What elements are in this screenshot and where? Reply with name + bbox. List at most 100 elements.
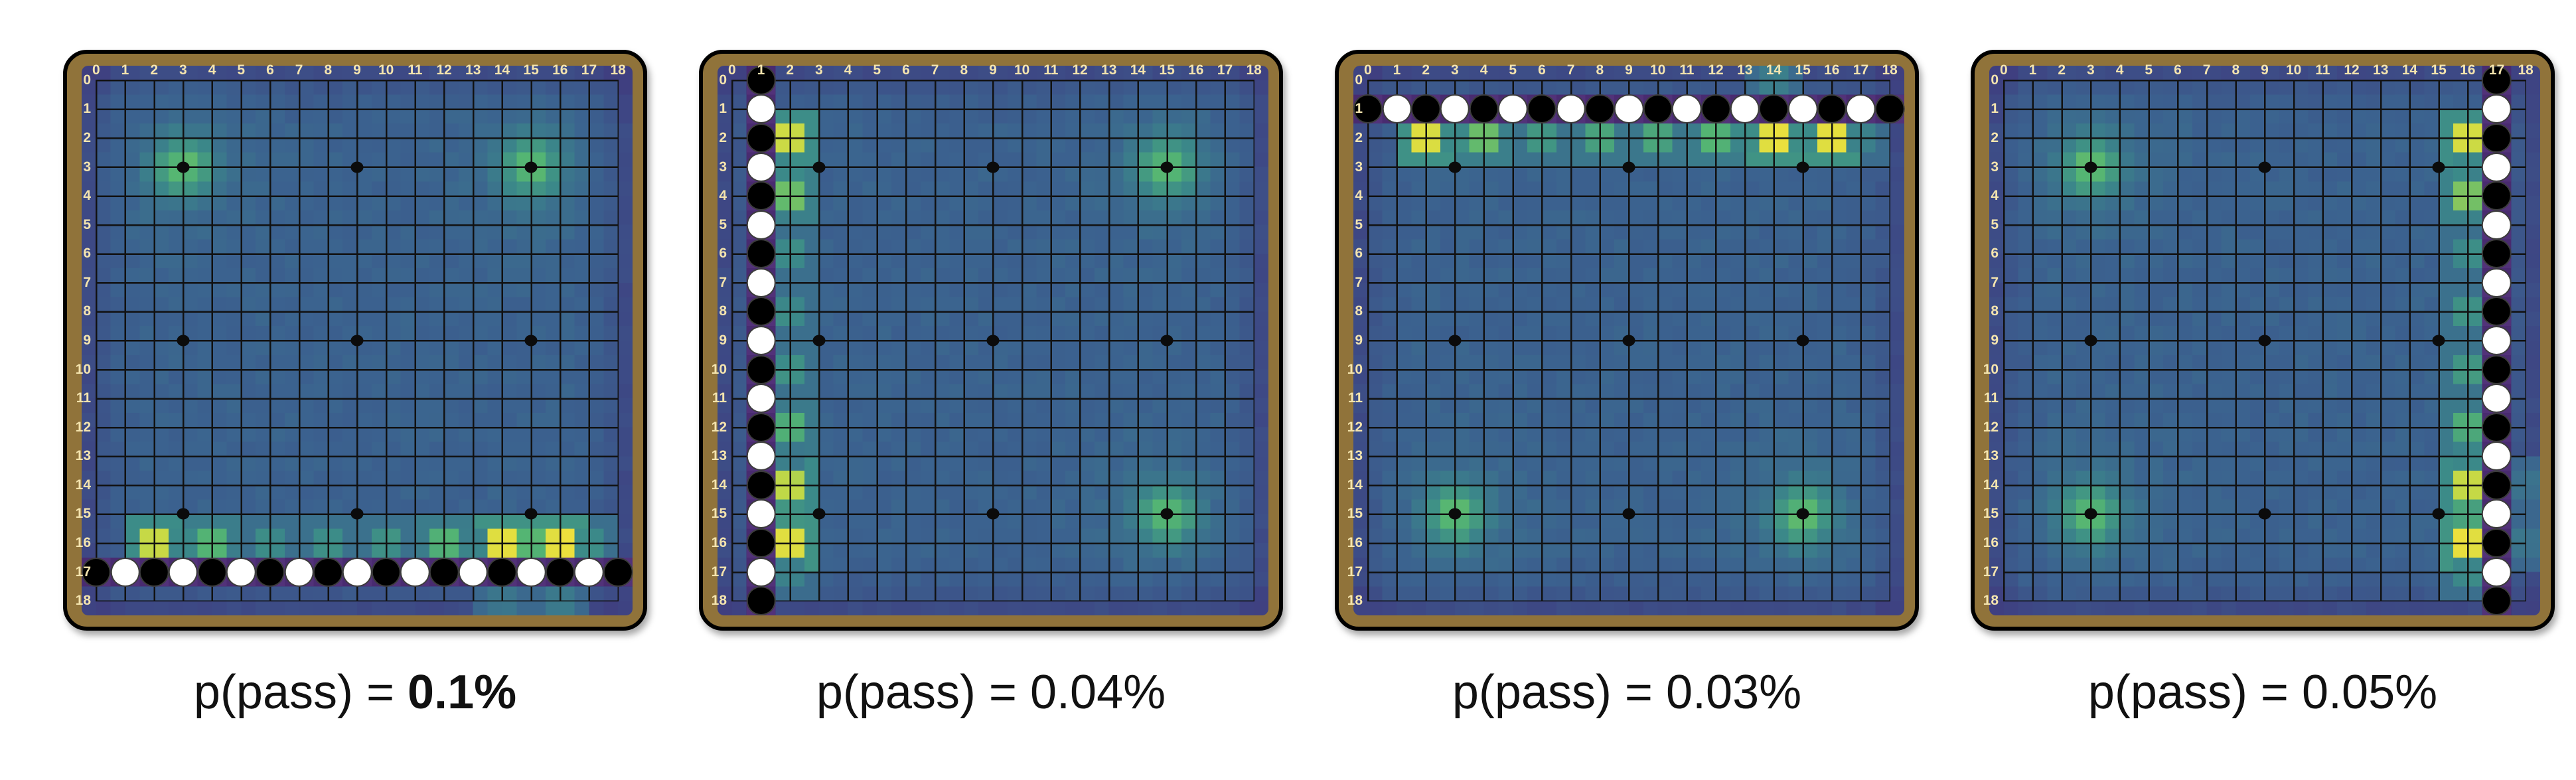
black-stone xyxy=(746,354,776,384)
row-label: 17 xyxy=(75,564,91,580)
row-label: 5 xyxy=(83,216,91,232)
black-stone xyxy=(1643,94,1673,124)
white-stone xyxy=(574,557,604,587)
column-label: 16 xyxy=(2460,62,2476,78)
black-stone xyxy=(746,239,776,269)
black-stone xyxy=(746,181,776,211)
go-board: 0 0 1 1 2 2 3 3 4 4 5 5 6 6 7 7 8 8 9 9 10 10 11 11 12 12 13 13 14 14… xyxy=(1335,50,1919,631)
row-label: 3 xyxy=(83,159,91,175)
row-label: 6 xyxy=(1355,246,1363,262)
white-stone xyxy=(746,210,776,240)
column-label: 5 xyxy=(2145,62,2153,78)
black-stone xyxy=(2482,470,2512,500)
column-label: 16 xyxy=(1824,62,1840,78)
column-label: 0 xyxy=(1999,62,2008,78)
column-label: 17 xyxy=(1853,62,1869,78)
column-label: 9 xyxy=(1625,62,1633,78)
row-label: 3 xyxy=(1355,159,1363,175)
column-label: 18 xyxy=(1246,62,1262,78)
column-label: 18 xyxy=(610,62,626,78)
column-label: 11 xyxy=(1043,62,1059,78)
white-stone xyxy=(1672,94,1702,124)
column-label: 7 xyxy=(931,62,939,78)
column-label: 3 xyxy=(2087,62,2095,78)
row-label: 17 xyxy=(1983,564,1999,580)
board-panel-1: 0 0 1 1 2 2 3 3 4 4 5 5 6 6 7 7 8 8 9 9 10 10 11 11 12 12 13 13 14 14… xyxy=(63,50,647,720)
white-stone xyxy=(110,557,140,587)
star-point xyxy=(1160,335,1174,347)
row-label: 1 xyxy=(83,101,91,117)
white-stone xyxy=(746,441,776,471)
caption-value: 0.05% xyxy=(2301,666,2438,719)
black-stone xyxy=(1759,94,1789,124)
row-label: 15 xyxy=(711,506,727,522)
white-stone xyxy=(1498,94,1528,124)
row-label: 12 xyxy=(711,419,727,435)
row-label: 4 xyxy=(1991,188,1999,204)
row-label: 9 xyxy=(719,333,727,348)
column-label: 0 xyxy=(92,62,100,78)
star-point xyxy=(1622,161,1635,173)
black-stone xyxy=(2482,412,2512,442)
black-stone xyxy=(2482,65,2512,95)
white-stone xyxy=(1730,94,1760,124)
column-label: 2 xyxy=(786,62,795,78)
black-stone xyxy=(545,557,575,587)
column-label: 16 xyxy=(552,62,568,78)
star-point xyxy=(812,161,826,173)
board-panel-2: 0 0 1 1 2 2 3 3 4 4 5 5 6 6 7 7 8 8 9 9 10 10 11 11 12 12 13 13 14 14… xyxy=(699,50,1283,720)
white-stone xyxy=(2482,94,2512,124)
star-point xyxy=(1796,508,1809,520)
go-board: 0 0 1 1 2 2 3 3 4 4 5 5 6 6 7 7 8 8 9 9 10 10 11 11 12 12 13 13 14 14… xyxy=(699,50,1283,631)
column-label: 0 xyxy=(727,62,736,78)
black-stone xyxy=(1527,94,1557,124)
black-stone xyxy=(371,557,401,587)
row-label: 8 xyxy=(1991,303,1999,319)
white-stone xyxy=(2482,152,2512,182)
black-stone xyxy=(1701,94,1731,124)
star-point xyxy=(524,335,538,347)
column-label: 4 xyxy=(2115,62,2124,78)
star-point xyxy=(2084,508,2097,520)
column-label: 18 xyxy=(2518,62,2534,78)
column-label: 5 xyxy=(1509,62,1517,78)
column-label: 9 xyxy=(989,62,997,78)
star-point xyxy=(812,335,826,347)
column-label: 0 xyxy=(1363,62,1372,78)
star-point xyxy=(2432,335,2445,347)
column-label: 4 xyxy=(208,62,216,78)
row-label: 10 xyxy=(75,361,91,377)
star-point xyxy=(177,161,190,173)
column-label: 15 xyxy=(1795,62,1811,78)
white-stone xyxy=(168,557,198,587)
column-label: 1 xyxy=(1393,62,1401,78)
column-label: 5 xyxy=(873,62,881,78)
white-stone xyxy=(226,557,256,587)
star-point xyxy=(1448,161,1462,173)
row-label: 14 xyxy=(1983,477,1999,493)
row-label: 13 xyxy=(711,448,727,464)
white-stone xyxy=(1440,94,1470,124)
row-label: 8 xyxy=(83,303,91,319)
column-label: 17 xyxy=(2488,62,2505,78)
caption: p(pass) = 0.04% xyxy=(816,665,1166,720)
star-point xyxy=(812,508,826,520)
star-point xyxy=(1622,508,1635,520)
white-stone xyxy=(746,384,776,414)
row-label: 11 xyxy=(1347,390,1363,406)
row-label: 13 xyxy=(1983,448,1999,464)
row-label: 0 xyxy=(83,72,91,88)
white-stone xyxy=(2482,441,2512,471)
black-stone xyxy=(603,557,633,587)
black-stone xyxy=(429,557,459,587)
column-label: 9 xyxy=(2261,62,2269,78)
star-point xyxy=(986,335,1000,347)
column-label: 6 xyxy=(902,62,910,78)
white-stone xyxy=(1846,94,1876,124)
caption: p(pass) = 0.05% xyxy=(2088,665,2437,720)
white-stone xyxy=(516,557,546,587)
white-stone xyxy=(2482,326,2512,355)
row-label: 18 xyxy=(75,593,91,609)
star-point xyxy=(1796,335,1809,347)
black-stone xyxy=(1817,94,1847,124)
